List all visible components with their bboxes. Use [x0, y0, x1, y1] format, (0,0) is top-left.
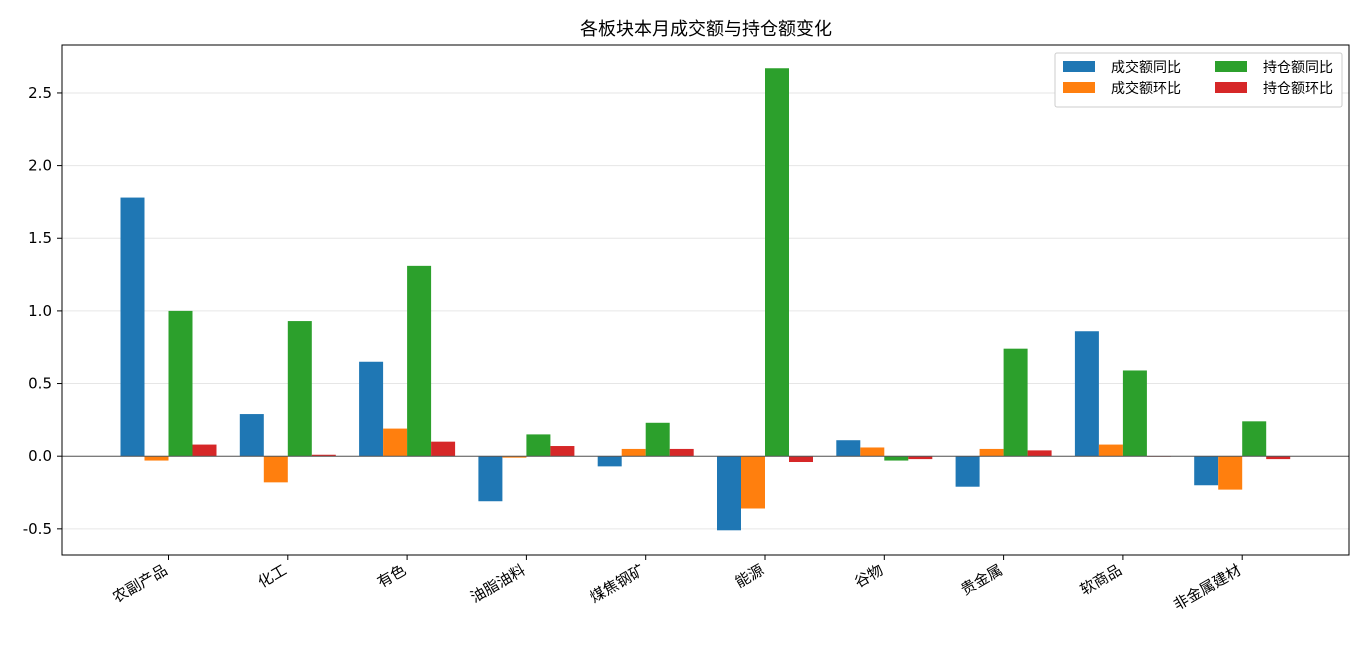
y-tick-label: 0.0 — [28, 447, 52, 465]
legend-swatch — [1063, 82, 1095, 93]
bar — [1266, 456, 1291, 460]
bar — [287, 321, 312, 457]
x-tick-label: 油脂油料 — [467, 561, 528, 607]
plot-frame — [61, 44, 1350, 556]
bar — [669, 448, 694, 457]
legend-label: 持仓额同比 — [1263, 60, 1333, 76]
bar — [908, 456, 933, 460]
legend-label: 成交额环比 — [1111, 80, 1181, 97]
bar — [979, 448, 1004, 457]
y-tick-label: 2.5 — [28, 84, 52, 102]
bar — [884, 456, 909, 461]
bars — [120, 68, 1291, 531]
legend-label: 持仓额环比 — [1263, 81, 1333, 97]
y-axis: -0.5 0.0 0.5 1.0 1.5 2.0 2.5 — [23, 84, 62, 538]
bar — [502, 456, 527, 458]
bar — [1003, 348, 1028, 457]
bar — [645, 422, 670, 457]
bar — [311, 454, 336, 457]
bar — [168, 310, 193, 457]
bar — [789, 456, 813, 463]
bar — [765, 68, 789, 457]
bar — [144, 456, 169, 461]
legend-box — [1054, 52, 1343, 108]
bar — [383, 428, 408, 457]
bar — [431, 441, 456, 457]
bar — [860, 447, 885, 457]
bar — [955, 456, 980, 487]
y-tick-label: 1.0 — [28, 302, 52, 320]
bar — [550, 446, 575, 457]
x-axis: 农副产品 化工 有色 油脂油料 煤焦钢矿 能源 谷物 贵金属 软商品 非金属建材 — [110, 555, 1244, 614]
legend-label: 成交额同比 — [1111, 59, 1181, 76]
bar — [621, 448, 646, 457]
y-tick-label: 1.5 — [28, 229, 52, 247]
bar — [741, 456, 765, 509]
x-tick-label: 贵金属 — [958, 561, 1006, 599]
bar — [263, 456, 288, 483]
bar — [407, 265, 432, 457]
legend-swatch — [1063, 61, 1095, 72]
grid-lines — [62, 92, 1349, 530]
chart-title: 各板块本月成交额与持仓额变化 — [580, 19, 832, 40]
bar — [1218, 456, 1243, 490]
bar — [478, 456, 503, 502]
bar — [239, 414, 264, 457]
bar — [1027, 450, 1052, 457]
legend-swatch — [1215, 61, 1247, 72]
y-tick-label: -0.5 — [23, 520, 52, 538]
bar — [1194, 456, 1219, 486]
bar — [597, 456, 622, 467]
x-tick-label: 非金属建材 — [1170, 561, 1244, 614]
y-tick-label: 0.5 — [28, 375, 52, 393]
bar — [836, 440, 861, 457]
x-tick-label: 软商品 — [1077, 561, 1125, 599]
bar — [526, 434, 551, 457]
x-tick-label: 能源 — [732, 561, 767, 592]
bar — [1242, 421, 1267, 457]
x-tick-label: 农副产品 — [110, 561, 171, 607]
bar — [192, 444, 217, 457]
bar — [1122, 370, 1147, 457]
x-tick-label: 煤焦钢矿 — [587, 561, 648, 607]
bar — [120, 197, 145, 457]
y-tick-label: 2.0 — [28, 157, 52, 175]
bar — [359, 361, 384, 457]
x-tick-label: 谷物 — [851, 561, 886, 592]
legend-swatch — [1215, 82, 1247, 93]
bar — [1074, 331, 1099, 457]
bar — [1098, 444, 1123, 457]
x-tick-label: 有色 — [374, 561, 409, 592]
x-tick-label: 化工 — [255, 561, 290, 592]
bar — [717, 456, 741, 531]
